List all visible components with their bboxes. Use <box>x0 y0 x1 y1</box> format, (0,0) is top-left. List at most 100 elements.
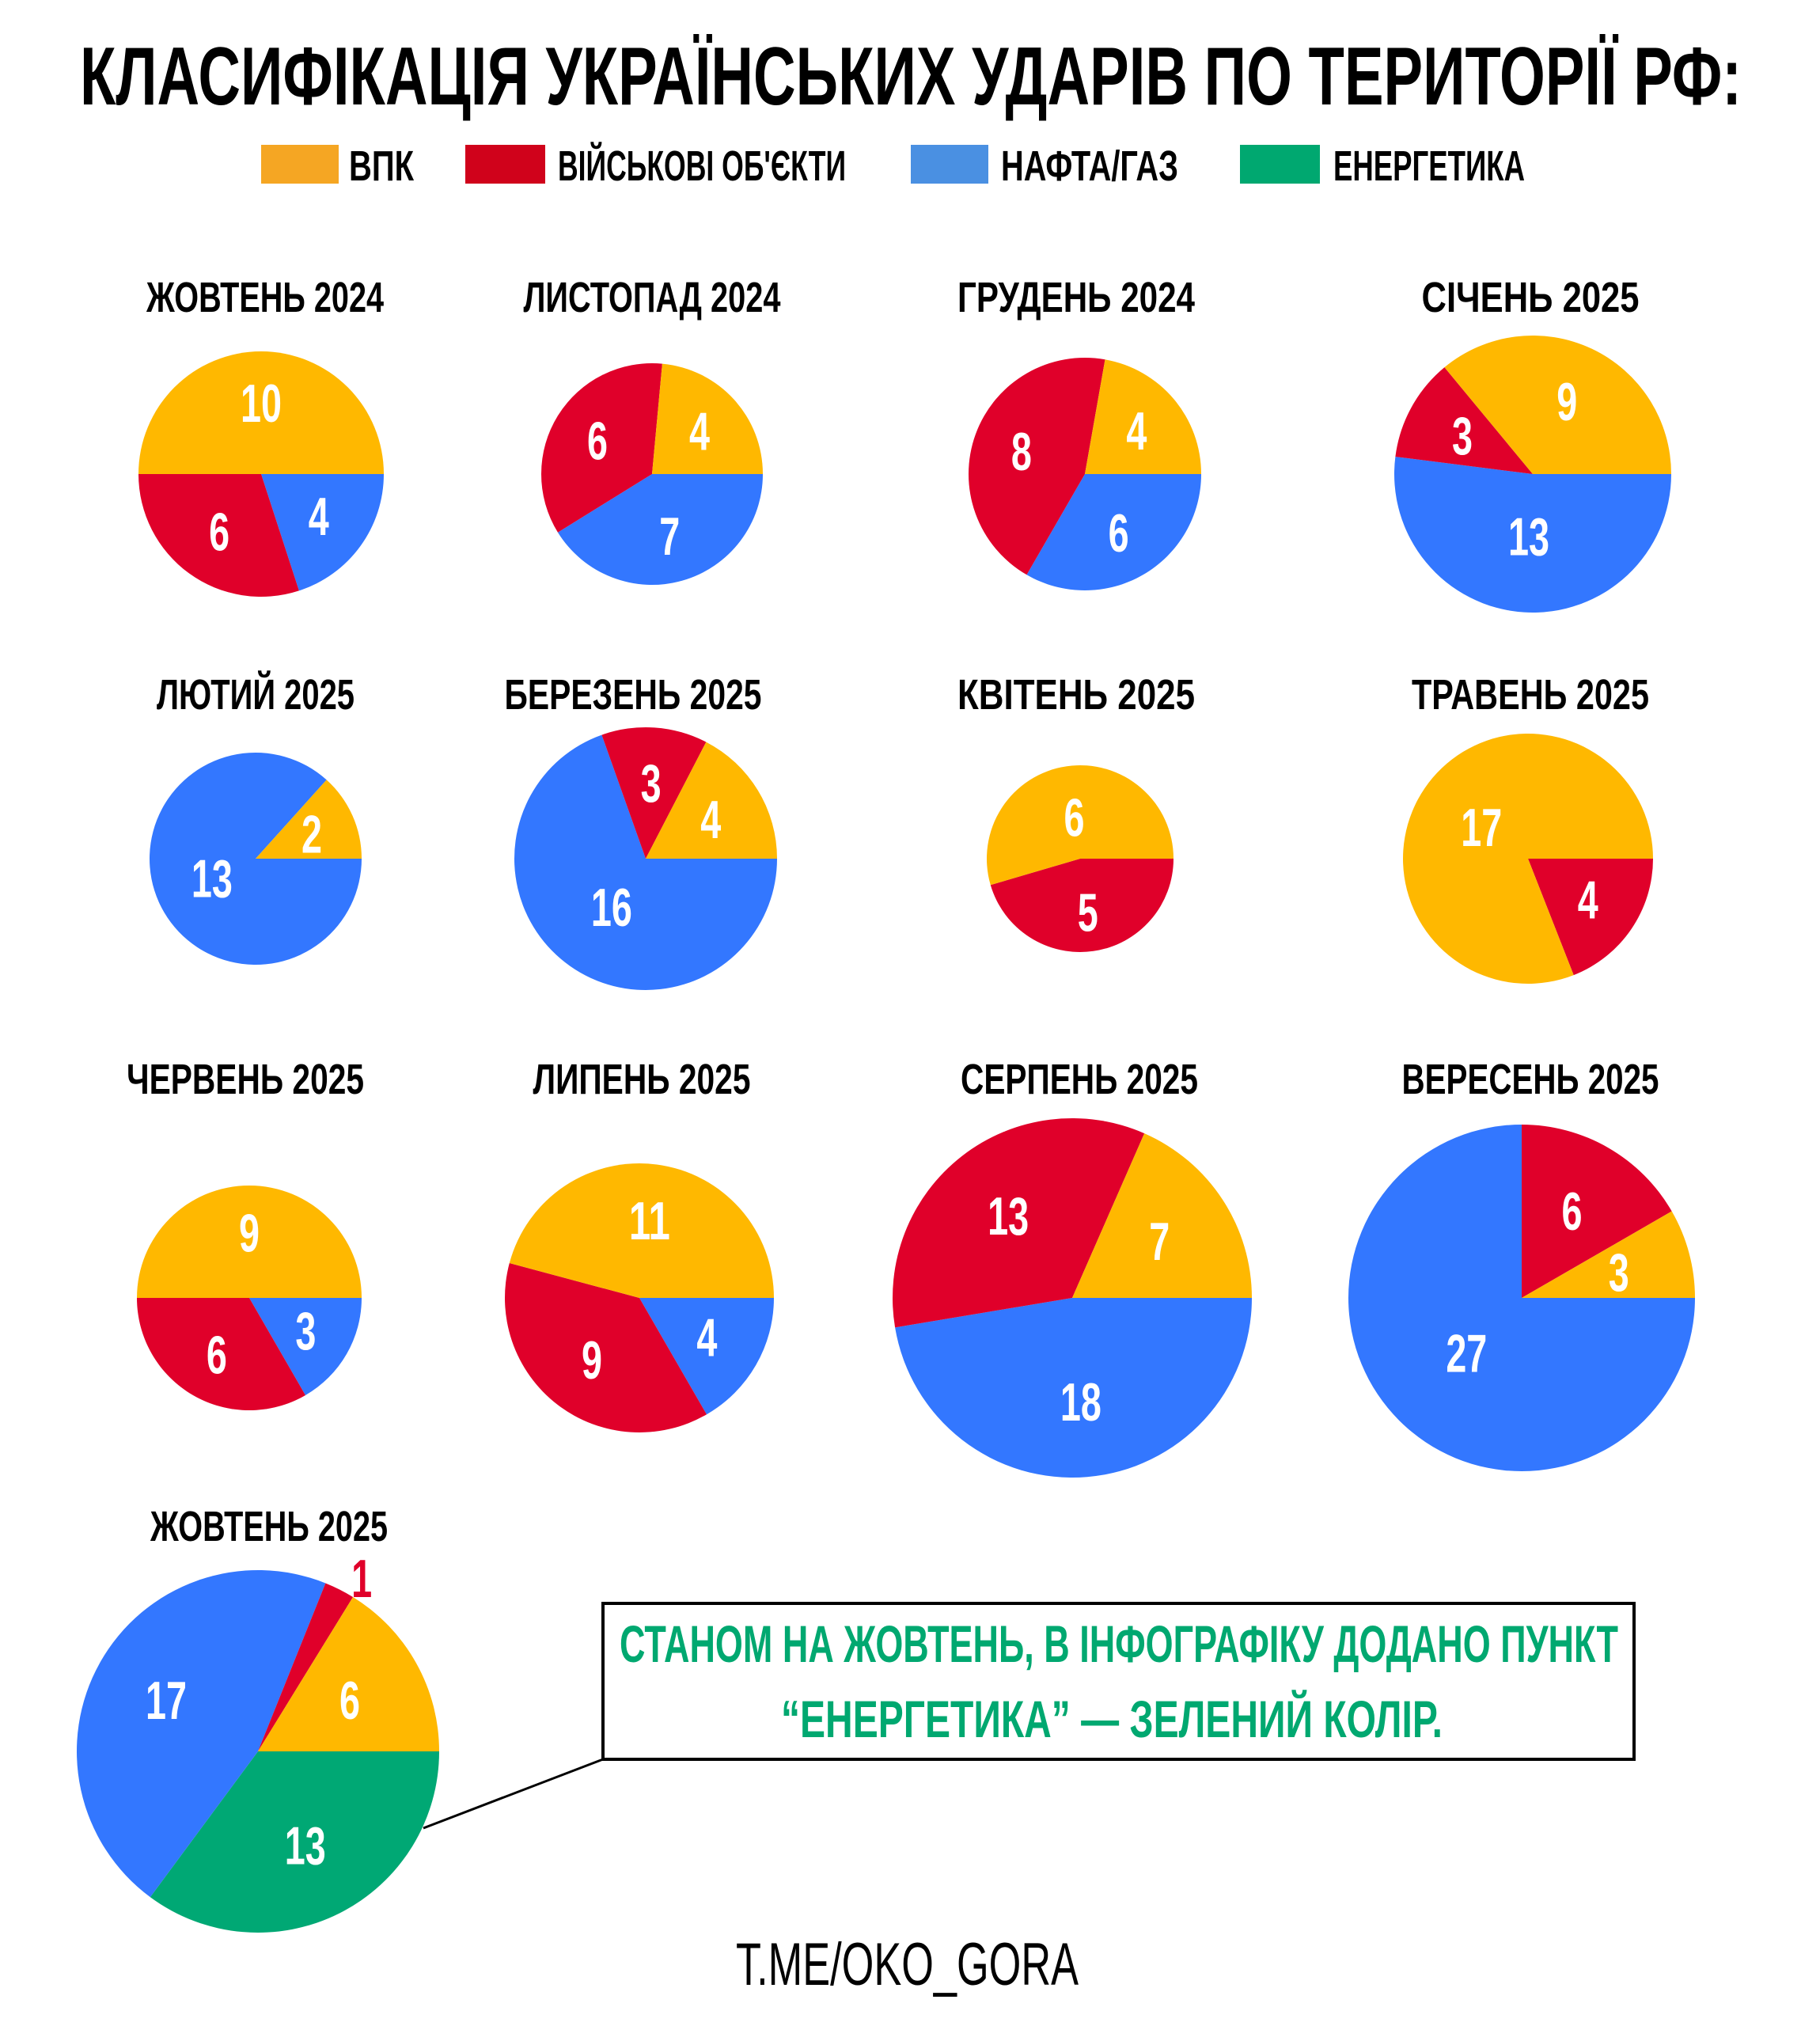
callout-line-2: “ЕНЕРГЕТИКА” — ЗЕЛЕНИЙ КОЛІР. <box>781 1689 1443 1748</box>
footer-link[interactable]: T.ME/OKO_GORA <box>736 1931 1079 1998</box>
pie-title: ГРУДЕНЬ 2024 <box>957 274 1195 321</box>
pie-slice-oilgas <box>77 1570 326 1898</box>
pie-slice-military <box>1522 1125 1672 1298</box>
pie-label-oilgas: 27 <box>1446 1324 1487 1384</box>
pie-label-vpk: 10 <box>241 374 282 434</box>
pie-slice-vpk <box>1444 336 1671 474</box>
pie-label-vpk: 6 <box>1064 787 1084 848</box>
pie-label-energy: 13 <box>285 1816 326 1876</box>
pie-slice-military <box>1395 367 1533 474</box>
pie-chart: ЛИПЕНЬ 2025 4 9 11 <box>505 1056 774 1432</box>
pie-slice-military <box>138 474 299 597</box>
pie-label-military: 6 <box>587 411 608 471</box>
pie-label-vpk: 4 <box>689 401 710 461</box>
legend-swatch-energy <box>1240 145 1320 184</box>
pie-label-oilgas: 13 <box>1508 507 1549 567</box>
pie-chart: КВІТЕНЬ 2025 5 6 <box>957 671 1195 953</box>
pie-chart: СІЧЕНЬ 2025 13 3 9 <box>1394 274 1671 613</box>
pie-chart: ВЕРЕСЕНЬ 2025 27 63 <box>1348 1056 1695 1471</box>
pie-label-military: 8 <box>1011 422 1032 482</box>
pie-label-vpk: 17 <box>1461 798 1502 858</box>
pie-slice-vpk <box>1403 734 1653 984</box>
pie-slice-vpk <box>646 742 777 859</box>
pie-chart: ЖОВТЕНЬ 2025 13 17 1 6 <box>77 1503 439 1933</box>
pie-slice-military <box>505 1263 707 1432</box>
pie-slice-energy <box>150 1751 439 1933</box>
pie-title: ТРАВЕНЬ 2025 <box>1412 671 1649 719</box>
callout-pointer-line <box>423 1758 604 1830</box>
pie-slice-oilgas <box>895 1298 1252 1478</box>
pie-slice-oilgas <box>514 734 777 990</box>
pie-slice-vpk <box>256 780 362 859</box>
pie-label-vpk: 9 <box>239 1204 260 1264</box>
pie-title: ЧЕРВЕНЬ 2025 <box>127 1056 364 1103</box>
pie-slice-vpk <box>652 363 763 474</box>
pie-slice-vpk <box>509 1163 774 1298</box>
pie-label-military: 5 <box>1078 883 1098 943</box>
pie-title: ЛИПЕНЬ 2025 <box>533 1056 751 1103</box>
legend-swatch-military <box>465 145 545 184</box>
pie-label-oilgas: 7 <box>659 506 680 567</box>
pie-title: СЕРПЕНЬ 2025 <box>961 1056 1198 1103</box>
pie-slice-military <box>541 363 662 533</box>
pie-chart: ГРУДЕНЬ 2024 6 8 4 <box>957 274 1201 590</box>
pie-slice-vpk <box>137 1186 362 1298</box>
callout-box <box>601 1602 1636 1761</box>
pie-slice-vpk <box>1085 359 1201 474</box>
pie-label-military: 3 <box>641 753 662 814</box>
pie-chart: БЕРЕЗЕНЬ 2025 16 34 <box>505 671 777 990</box>
pie-label-vpk: 11 <box>629 1191 670 1251</box>
pie-label-oilgas: 17 <box>146 1671 187 1731</box>
pie-title: КВІТЕНЬ 2025 <box>957 671 1195 719</box>
legend-label-military: ВІЙСЬКОВІ ОБ'ЄКТИ <box>558 142 846 190</box>
pie-slice-military <box>969 358 1105 575</box>
pie-slice-vpk <box>1072 1133 1252 1298</box>
legend: ВПК ВІЙСЬКОВІ ОБ'ЄКТИ НАФТА/ГАЗ ЕНЕРГЕТИ… <box>261 142 1525 190</box>
pie-title: БЕРЕЗЕНЬ 2025 <box>505 671 762 719</box>
pie-label-military: 3 <box>1452 406 1473 466</box>
pie-slice-oilgas <box>557 474 763 585</box>
pie-slice-vpk <box>1522 1211 1695 1298</box>
legend-label-energy: ЕНЕРГЕТИКА <box>1333 142 1525 190</box>
legend-swatch-oilgas <box>911 145 988 184</box>
pie-label-vpk: 7 <box>1149 1212 1170 1272</box>
pie-label-oilgas: 3 <box>295 1301 316 1361</box>
pie-title: ЛЮТИЙ 2025 <box>157 670 355 719</box>
pie-title: ЛИСТОПАД 2024 <box>524 274 781 321</box>
pie-label-military: 9 <box>582 1330 602 1391</box>
pie-label-oilgas: 16 <box>591 878 632 938</box>
pie-label-oilgas: 4 <box>309 487 329 547</box>
callout-line-1: СТАНОМ НА ЖОВТЕНЬ, В ІНФОГРАФІКУ ДОДАНО … <box>620 1614 1618 1673</box>
pie-chart: ЧЕРВЕНЬ 2025 3 6 9 <box>127 1056 364 1410</box>
pie-label-oilgas: 13 <box>191 849 233 909</box>
pie-slice-military <box>258 1583 354 1751</box>
pie-label-oilgas: 6 <box>1109 503 1129 563</box>
pie-title: ЖОВТЕНЬ 2024 <box>146 274 384 321</box>
pie-label-vpk: 6 <box>339 1671 360 1731</box>
pie-chart: ЛИСТОПАД 2024 76 4 <box>524 274 781 585</box>
pie-title: ЖОВТЕНЬ 2025 <box>150 1503 388 1550</box>
pie-slice-oilgas <box>1394 457 1671 613</box>
pie-label-military: 13 <box>988 1186 1029 1246</box>
pie-slice-military <box>137 1298 305 1410</box>
pie-label-vpk: 3 <box>1609 1243 1629 1303</box>
pie-title: СІЧЕНЬ 2025 <box>1422 274 1640 321</box>
page-title: КЛАСИФІКАЦІЯ УКРАЇНСЬКИХ УДАРІВ ПО ТЕРИТ… <box>80 31 1742 123</box>
pie-label-vpk: 4 <box>700 790 721 850</box>
pie-label-vpk: 2 <box>301 804 322 864</box>
pie-slice-oilgas <box>639 1298 774 1415</box>
pie-slice-military <box>990 859 1174 953</box>
pie-slice-oilgas <box>1026 474 1201 590</box>
pie-label-oilgas: 4 <box>696 1307 717 1368</box>
pie-slice-oilgas <box>249 1298 362 1395</box>
pie-slice-military <box>892 1118 1145 1328</box>
callout: СТАНОМ НА ЖОВТЕНЬ, В ІНФОГРАФІКУ ДОДАНО … <box>423 1602 1636 1830</box>
pie-slice-oilgas <box>261 474 384 591</box>
pie-chart: ТРАВЕНЬ 2025 4 17 <box>1403 671 1653 984</box>
pie-chart: СЕРПЕНЬ 2025 18 13 7 <box>892 1056 1252 1478</box>
legend-label-vpk: ВПК <box>349 142 415 190</box>
pie-label-military: 6 <box>209 503 229 563</box>
pie-label-military: 1 <box>351 1549 372 1609</box>
